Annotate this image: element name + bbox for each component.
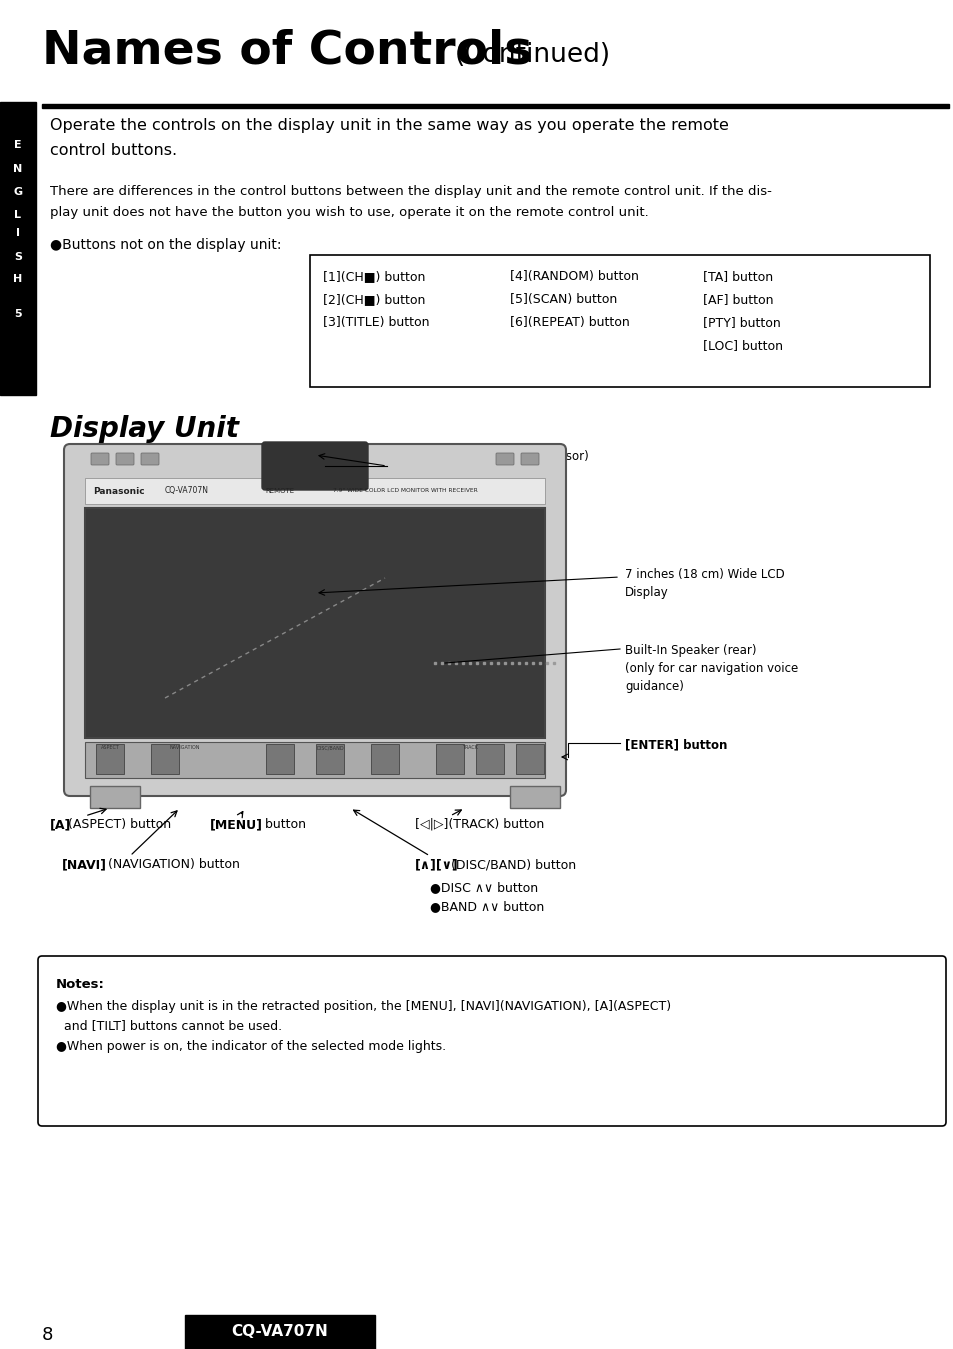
Text: Operate the controls on the display unit in the same way as you operate the remo: Operate the controls on the display unit… [50,117,728,134]
FancyBboxPatch shape [262,442,368,490]
Text: 7.9" WIDE COLOR LCD MONITOR WITH RECEIVER: 7.9" WIDE COLOR LCD MONITOR WITH RECEIVE… [333,488,477,494]
Text: (NAVIGATION) button: (NAVIGATION) button [108,858,239,871]
Text: 8: 8 [42,1326,53,1344]
Text: ●DISC ∧∨ button: ●DISC ∧∨ button [430,881,537,894]
Text: [LOC] button: [LOC] button [702,339,782,352]
Text: and [TILT] buttons cannot be used.: and [TILT] buttons cannot be used. [56,1018,282,1032]
Text: Notes:: Notes: [56,978,105,992]
Text: ●Buttons not on the display unit:: ●Buttons not on the display unit: [50,237,281,252]
Text: [AF] button: [AF] button [702,293,773,306]
FancyBboxPatch shape [496,453,514,465]
Text: Built-In Speaker (rear): Built-In Speaker (rear) [624,643,756,657]
Text: [3](TITLE) button: [3](TITLE) button [323,316,429,329]
Bar [510,786,559,808]
Text: [◁|▷](TRACK) button: [◁|▷](TRACK) button [415,817,543,831]
Text: [ENTER] button: [ENTER] button [624,738,726,751]
Text: [PTY] button: [PTY] button [702,316,780,329]
Text: [A]: [A] [50,817,71,831]
Text: play unit does not have the button you wish to use, operate it on the remote con: play unit does not have the button you w… [50,206,648,219]
Text: Names of Controls: Names of Controls [42,28,532,73]
Bar [0,103,36,395]
FancyBboxPatch shape [141,453,159,465]
FancyBboxPatch shape [91,453,109,465]
Bar [96,745,124,774]
Text: control buttons.: control buttons. [50,143,177,158]
Text: S: S [14,252,22,262]
Text: ●When the display unit is in the retracted position, the [MENU], [NAVI](NAVIGATI: ●When the display unit is in the retract… [56,1000,670,1013]
Bar [371,745,398,774]
Text: DISC/BAND: DISC/BAND [315,745,343,750]
Bar [151,745,179,774]
FancyBboxPatch shape [520,453,538,465]
Bar [436,745,463,774]
Bar [85,509,544,738]
Bar [266,745,294,774]
Text: Display Unit: Display Unit [50,415,239,442]
Text: ●BAND ∧∨ button: ●BAND ∧∨ button [430,900,543,913]
Text: [2](CH■) button: [2](CH■) button [323,293,425,306]
Text: [6](REPEAT) button: [6](REPEAT) button [510,316,629,329]
Text: [5](SCAN) button: [5](SCAN) button [510,293,617,306]
Text: [NAVI]: [NAVI] [62,858,107,871]
Text: NAVIGATION: NAVIGATION [170,745,200,750]
Text: Panasonic: Panasonic [92,487,145,495]
Text: (DISC/BAND) button: (DISC/BAND) button [451,858,576,871]
Text: CQ-VA707N: CQ-VA707N [232,1325,328,1340]
Text: guidance): guidance) [624,680,683,693]
Text: N: N [13,165,23,174]
Bar [516,745,543,774]
Text: G: G [13,188,23,197]
Text: [TA] button: [TA] button [702,270,772,283]
Text: CQ-VA707N: CQ-VA707N [165,487,209,495]
Text: [MENU]: [MENU] [210,817,263,831]
Bar [90,786,140,808]
Text: 5: 5 [14,309,22,318]
Text: button: button [261,817,306,831]
Text: ●When power is on, the indicator of the selected mode lights.: ●When power is on, the indicator of the … [56,1040,446,1054]
Text: [1](CH■) button: [1](CH■) button [323,270,425,283]
Text: (ASPECT) button: (ASPECT) button [68,817,171,831]
Text: L: L [14,210,22,220]
Text: TRACK: TRACK [461,745,477,750]
Bar [185,1315,375,1349]
Text: E: E [14,140,22,150]
Text: [∧][∨]: [∧][∨] [415,858,458,871]
Text: REMOTE: REMOTE [265,488,294,494]
Text: (Continued): (Continued) [455,42,611,67]
Text: There are differences in the control buttons between the display unit and the re: There are differences in the control but… [50,185,771,198]
Text: (only for car navigation voice: (only for car navigation voice [624,662,798,674]
Bar [310,255,929,387]
Text: [4](RANDOM) button: [4](RANDOM) button [510,270,639,283]
FancyBboxPatch shape [38,956,945,1126]
FancyBboxPatch shape [116,453,133,465]
Bar [85,478,544,505]
Bar [85,742,544,778]
Bar [476,745,503,774]
Text: H: H [13,274,23,285]
Text: Display: Display [624,585,668,599]
Text: 7 inches (18 cm) Wide LCD: 7 inches (18 cm) Wide LCD [624,568,784,581]
Bar [315,745,344,774]
Text: REMOTE (Remote Control Sensor): REMOTE (Remote Control Sensor) [390,451,588,463]
FancyBboxPatch shape [64,444,565,796]
Text: ASPECT: ASPECT [100,745,119,750]
Text: I: I [16,228,20,237]
Bar [42,104,948,108]
